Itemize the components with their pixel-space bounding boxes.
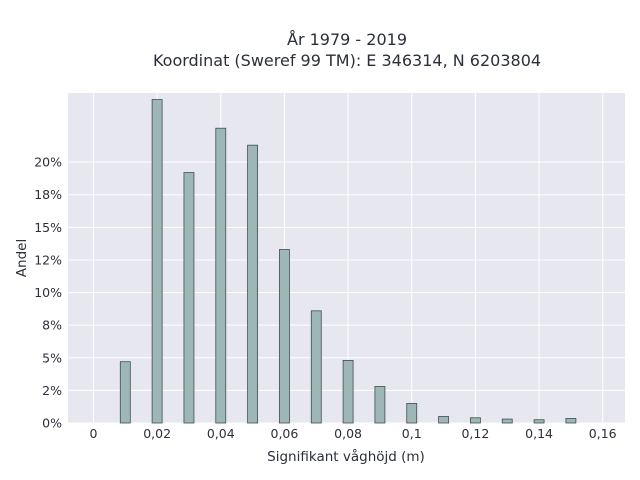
bar-10: [438, 416, 449, 424]
x-axis-label: Signifikant våghöjd (m): [267, 448, 425, 465]
y-tick-labels: 0% 2% 5% 8% 10% 12% 15% 18% 20%: [34, 155, 62, 431]
bar-1: [151, 99, 163, 424]
y-tick-label: 18%: [34, 187, 62, 202]
y-axis-label: Andel: [14, 239, 30, 277]
bar-0: [119, 361, 131, 424]
x-tick-label: 0,08: [334, 426, 362, 441]
bar-7: [342, 359, 354, 424]
bar-5: [279, 249, 290, 424]
y-tick-label: 10%: [34, 285, 62, 300]
x-tick-label: 0,04: [207, 426, 235, 441]
x-tick-label: 0,1: [402, 426, 422, 441]
x-tick-label: 0,14: [525, 426, 553, 441]
bar-6: [310, 310, 322, 424]
x-tick-label: 0,12: [461, 426, 489, 441]
y-tick-label: 8%: [42, 318, 62, 333]
bar-12: [501, 418, 513, 424]
x-tick-label: 0,06: [271, 426, 299, 441]
x-tick-label: 0,02: [143, 426, 171, 441]
chart-title-line1: År 1979 - 2019: [287, 30, 407, 49]
bar-3: [215, 127, 227, 424]
bar-4: [247, 144, 259, 424]
bar-9: [406, 403, 418, 424]
y-tick-label: 15%: [34, 220, 62, 235]
bar-13: [533, 419, 545, 424]
y-tick-label: 12%: [34, 252, 62, 267]
x-tick-label: 0,16: [589, 426, 617, 441]
x-tick-label: 0: [89, 426, 97, 441]
bars: [119, 99, 577, 424]
y-tick-label: 20%: [34, 155, 62, 170]
chart-title-line2: Koordinat (Sweref 99 TM): E 346314, N 62…: [153, 51, 541, 70]
bar-2: [183, 172, 195, 424]
y-tick-label: 5%: [42, 350, 62, 365]
y-tick-label: 0%: [42, 416, 62, 431]
y-tick-label: 2%: [42, 383, 62, 398]
bar-14: [565, 418, 577, 424]
bar-8: [374, 386, 386, 424]
bar-11: [470, 417, 481, 424]
x-tick-labels: 0 0,02 0,04 0,06 0,08 0,1 0,12 0,14 0,16: [89, 426, 616, 441]
